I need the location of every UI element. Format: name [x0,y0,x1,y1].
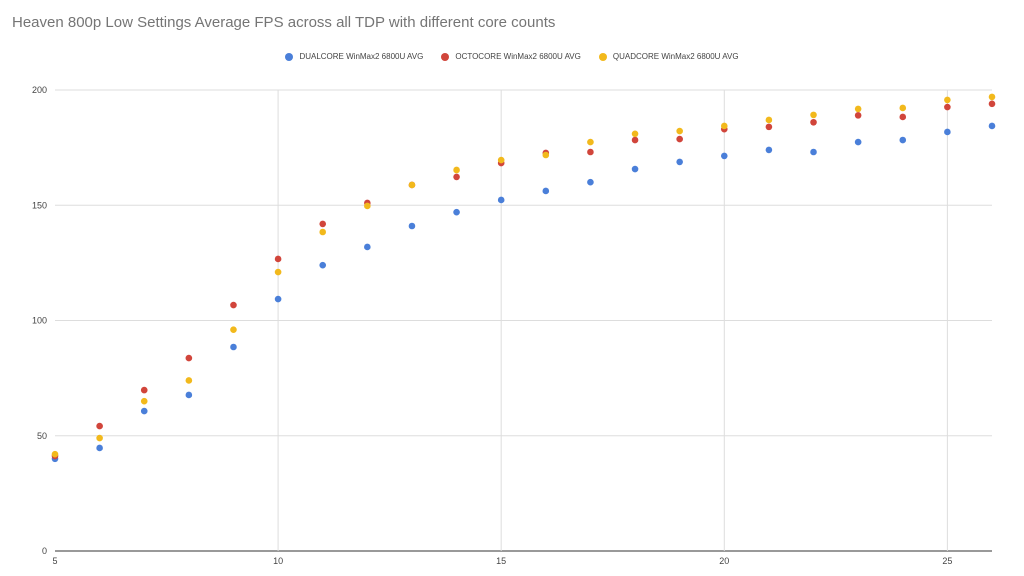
legend-item-dualcore: DUALCORE WinMax2 6800U AVG [285,52,423,61]
data-point-series-2 [720,122,728,130]
data-point-series-1 [453,173,460,181]
y-tick-label: 50 [37,431,47,441]
data-point-series-0 [230,343,237,351]
data-point-series-1 [230,301,237,309]
data-point-series-0 [810,148,817,156]
data-point-series-0 [899,136,907,144]
data-point-series-0 [319,261,327,269]
data-point-series-1 [96,422,103,430]
data-point-series-0 [542,187,550,195]
data-point-series-0 [765,146,773,154]
data-point-series-2 [944,96,951,104]
data-point-series-2 [988,93,996,101]
data-point-series-0 [988,122,996,130]
data-point-series-0 [587,178,594,186]
data-point-series-0 [720,152,728,160]
data-point-series-2 [765,116,773,124]
data-point-series-2 [899,104,907,112]
data-point-series-2 [854,105,862,113]
data-point-series-2 [542,151,550,159]
data-point-series-0 [140,407,148,415]
data-point-series-0 [408,222,416,230]
legend: DUALCORE WinMax2 6800U AVG OCTOCORE WinM… [0,52,1024,61]
data-point-series-2 [140,397,148,405]
data-point-series-0 [364,243,371,251]
data-point-series-2 [408,181,416,189]
data-point-series-0 [453,208,460,216]
data-point-series-1 [810,118,817,126]
legend-marker [441,52,450,61]
data-point-series-1 [631,136,639,144]
data-point-series-1 [140,386,148,394]
data-point-series-1 [274,255,282,263]
data-point-series-0 [944,128,951,136]
data-point-series-2 [96,434,103,442]
data-point-series-1 [765,123,773,131]
data-point-series-1 [319,220,327,228]
data-point-series-2 [185,377,193,384]
data-point-series-0 [96,444,103,452]
legend-label: QUADCORE WinMax2 6800U AVG [612,52,739,61]
legend-item-quadcore: QUADCORE WinMax2 6800U AVG [598,52,739,61]
y-tick-label: 0 [42,546,47,556]
data-point-series-1 [944,103,951,111]
x-tick-label: 20 [719,556,729,566]
legend-item-octocore: OCTOCORE WinMax2 6800U AVG [441,52,581,61]
data-point-series-2 [453,166,460,174]
data-point-series-0 [185,391,193,399]
data-point-series-1 [854,112,862,119]
chart-title: Heaven 800p Low Settings Average FPS acr… [12,14,556,31]
x-tick-label: 25 [942,556,952,566]
y-tick-label: 100 [32,316,47,326]
data-point-series-2 [676,127,683,135]
legend-marker [598,52,607,61]
legend-label: OCTOCORE WinMax2 6800U AVG [455,52,581,61]
data-point-series-1 [587,148,594,156]
data-point-series-2 [51,450,59,458]
x-tick-label: 15 [496,556,506,566]
data-point-series-2 [631,130,639,138]
y-tick-label: 150 [32,200,47,210]
x-tick-label: 5 [52,556,57,566]
data-point-series-1 [899,113,907,121]
data-point-series-0 [274,295,282,303]
x-tick-label: 10 [273,556,283,566]
legend-marker [285,52,294,61]
data-point-series-0 [631,165,639,173]
data-point-series-0 [497,196,505,204]
data-point-series-0 [676,158,683,166]
data-point-series-2 [319,228,327,236]
data-point-series-2 [497,156,505,164]
data-point-series-2 [364,202,371,210]
data-point-series-0 [854,138,862,146]
data-point-series-1 [185,354,193,362]
data-point-series-1 [676,135,683,143]
data-point-series-2 [274,268,282,276]
legend-label: DUALCORE WinMax2 6800U AVG [299,52,424,61]
y-tick-label: 200 [32,85,47,95]
data-point-series-1 [988,100,996,108]
data-point-series-2 [587,138,594,146]
data-point-series-2 [810,111,817,119]
data-point-series-2 [230,326,237,334]
